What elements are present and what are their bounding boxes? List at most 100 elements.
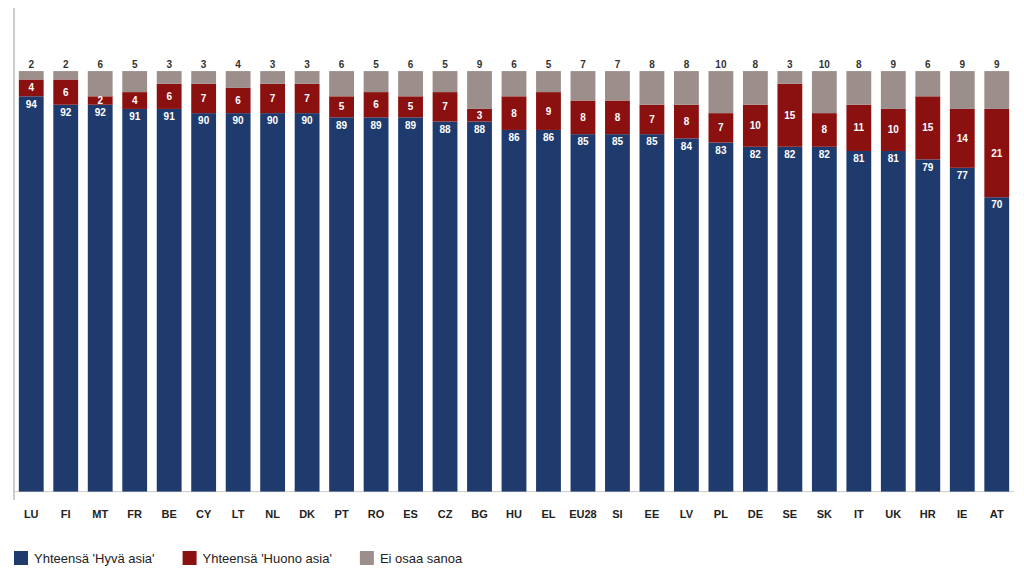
x-tick-label: MT <box>92 508 108 520</box>
data-label: 11 <box>854 122 865 133</box>
data-label: 91 <box>164 111 176 122</box>
bar-segment <box>226 71 251 88</box>
data-label: 8 <box>511 108 517 119</box>
chart: 9492929191909090908989898888868685858584… <box>0 0 1024 578</box>
bar-segment <box>433 92 458 121</box>
legend-label: Yhteensä 'Hyvä asia' <box>34 551 155 566</box>
data-label: 85 <box>646 136 658 147</box>
bar-segment <box>122 71 147 92</box>
bar-segment <box>674 71 699 105</box>
data-label: 3 <box>201 59 207 70</box>
data-label: 90 <box>267 115 279 126</box>
bar-segment <box>777 147 802 492</box>
data-label: 5 <box>373 59 379 70</box>
data-label: 21 <box>991 148 1003 159</box>
x-tick-label: BG <box>471 508 488 520</box>
data-label: 90 <box>233 115 245 126</box>
data-label: 82 <box>784 149 796 160</box>
bar-segment <box>191 84 216 113</box>
data-label: 84 <box>681 141 693 152</box>
bar-segment <box>640 105 665 134</box>
bar-segment <box>329 71 354 96</box>
data-label: 6 <box>511 59 517 70</box>
data-label: 6 <box>408 59 414 70</box>
x-tick-label: CY <box>196 508 212 520</box>
bar-segment <box>984 197 1009 491</box>
bar-segment <box>53 105 78 492</box>
data-label: 3 <box>304 59 310 70</box>
legend-swatch <box>14 551 28 565</box>
data-labels: 9492929191909090908989898888868685858584… <box>26 59 1003 210</box>
data-label: 8 <box>580 112 586 123</box>
bar-segment <box>295 71 320 84</box>
data-label: 3 <box>270 59 276 70</box>
data-label: 7 <box>201 93 207 104</box>
bar-segment <box>846 71 871 105</box>
bar-segment <box>157 109 182 492</box>
bars <box>19 71 1009 492</box>
bar-segment <box>881 151 906 492</box>
x-tick-label: FR <box>127 508 142 520</box>
bar-segment <box>122 92 147 109</box>
data-label: 5 <box>442 59 448 70</box>
bar-segment <box>433 71 458 92</box>
bar-segment <box>743 147 768 492</box>
bar-segment <box>364 117 389 491</box>
data-label: 8 <box>753 59 759 70</box>
data-label: 89 <box>405 120 417 131</box>
data-label: 8 <box>856 59 862 70</box>
data-label: 7 <box>580 59 586 70</box>
data-label: 10 <box>888 124 900 135</box>
data-label: 14 <box>957 133 969 144</box>
bar-segment <box>157 71 182 84</box>
data-label: 2 <box>28 59 34 70</box>
data-label: 2 <box>97 95 103 106</box>
data-label: 6 <box>97 59 103 70</box>
bar-segment <box>364 71 389 92</box>
data-label: 7 <box>442 101 448 112</box>
x-tick-label: FI <box>61 508 71 520</box>
data-label: 94 <box>26 99 38 110</box>
bar-segment <box>19 79 44 96</box>
bar-segment <box>467 71 492 109</box>
bar-segment <box>915 71 940 96</box>
bar-segment <box>226 88 251 113</box>
x-tick-label: PL <box>714 508 728 520</box>
data-label: 8 <box>684 116 690 127</box>
bar-segment <box>467 109 492 122</box>
data-label: 5 <box>132 59 138 70</box>
bar-segment <box>605 101 630 135</box>
x-tick-label: EL <box>541 508 555 520</box>
data-label: 4 <box>28 82 34 93</box>
data-label: 10 <box>750 120 762 131</box>
bar-segment <box>398 71 423 96</box>
data-label: 3 <box>787 59 793 70</box>
data-label: 10 <box>819 59 831 70</box>
data-label: 88 <box>439 124 451 135</box>
data-label: 9 <box>959 59 965 70</box>
bar-segment <box>502 96 527 130</box>
bar-segment <box>812 147 837 492</box>
x-tick-label: EU28 <box>569 508 597 520</box>
data-label: 8 <box>615 112 621 123</box>
bar-segment <box>915 96 940 159</box>
data-label: 5 <box>339 101 345 112</box>
bar-segment <box>812 113 837 147</box>
bar-segment <box>846 151 871 492</box>
x-tick-label: CZ <box>438 508 453 520</box>
bar-segment <box>329 117 354 491</box>
bar-segment <box>674 105 699 139</box>
data-label: 90 <box>302 115 314 126</box>
bar-segment <box>571 101 596 135</box>
data-label: 83 <box>715 145 727 156</box>
x-tick-label: SE <box>783 508 798 520</box>
data-label: 90 <box>198 115 210 126</box>
data-label: 15 <box>922 122 934 133</box>
x-tick-label: ES <box>403 508 418 520</box>
data-label: 6 <box>373 99 379 110</box>
bar-segment <box>536 130 561 492</box>
bar-segment <box>674 138 699 491</box>
data-label: 7 <box>270 93 276 104</box>
x-tick-label: DK <box>299 508 315 520</box>
data-label: 92 <box>60 107 72 118</box>
